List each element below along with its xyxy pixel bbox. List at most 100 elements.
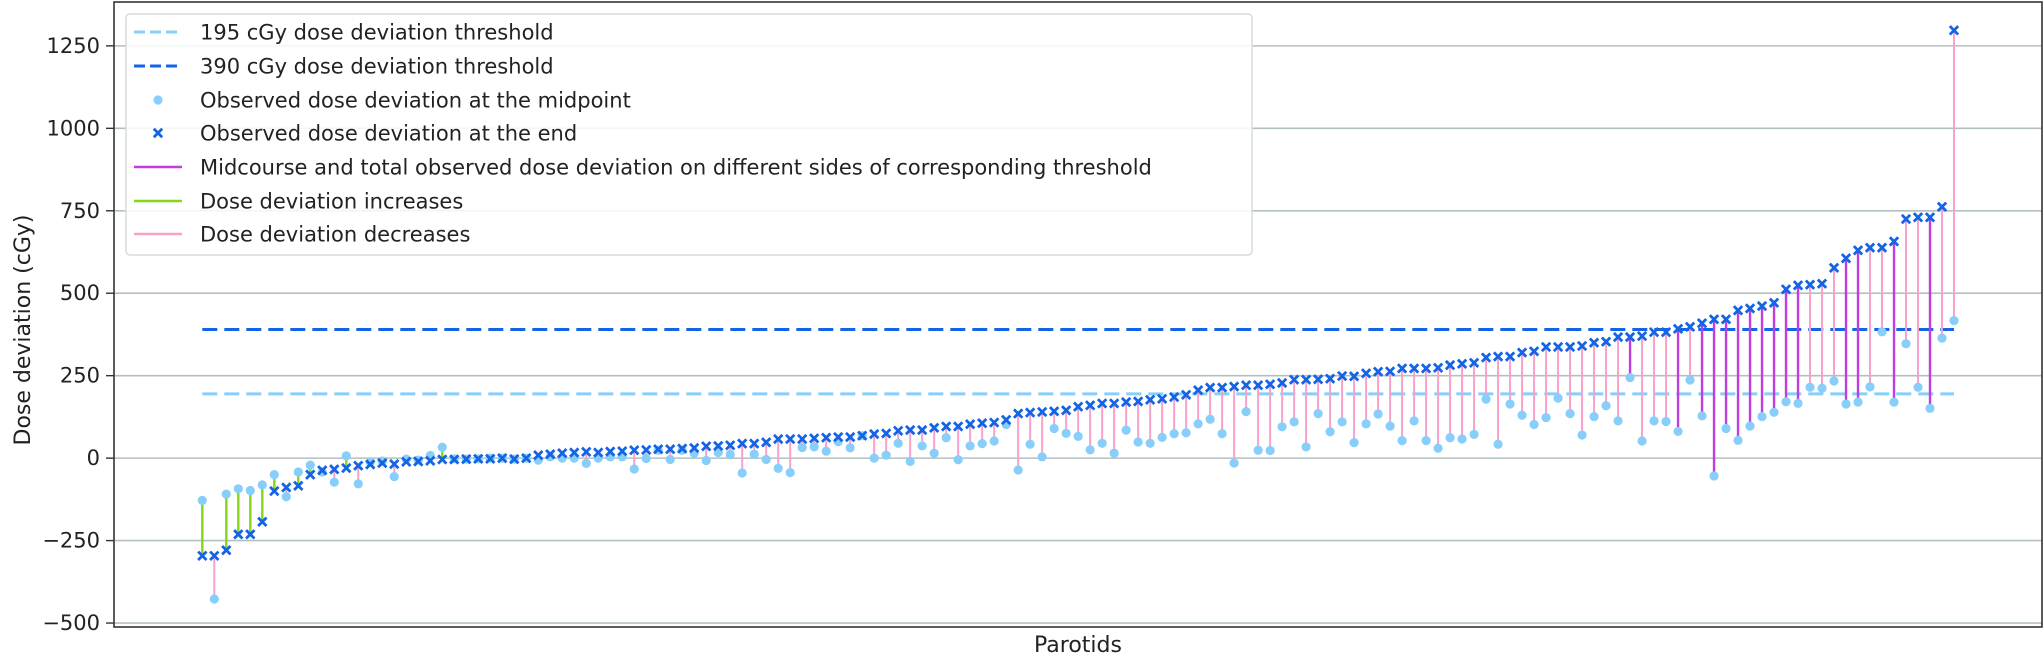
legend-handle-end: [152, 127, 164, 139]
midpoint-marker: [1361, 419, 1371, 429]
midpoint-marker: [1469, 429, 1479, 439]
midpoint-marker: [1913, 382, 1923, 392]
midpoint-marker: [1949, 316, 1959, 326]
end-marker: [1228, 381, 1240, 392]
midpoint-marker: [1769, 407, 1779, 417]
midpoint-marker: [1169, 429, 1179, 439]
y-tick-label: 0: [87, 446, 100, 470]
midpoint-marker: [905, 456, 915, 467]
end-marker: [221, 544, 232, 556]
midpoint-marker: [1781, 397, 1791, 407]
end-marker: [197, 550, 208, 561]
deviation-stems: [201, 30, 1955, 599]
end-marker: [305, 469, 316, 480]
end-marker: [329, 464, 340, 475]
end-marker: [1300, 374, 1312, 385]
end-marker: [401, 456, 412, 467]
midpoint-marker: [713, 447, 723, 458]
midpoint-marker: [1625, 373, 1635, 383]
midpoint-marker: [1553, 393, 1563, 403]
midpoint-marker: [749, 449, 759, 459]
y-tick-label: 750: [60, 199, 100, 223]
end-marker: [377, 457, 388, 469]
midpoint-marker: [389, 472, 399, 482]
end-marker: [1504, 351, 1516, 362]
end-marker: [1672, 323, 1684, 335]
midpoint-marker: [1421, 436, 1431, 446]
midpoint-marker: [1541, 412, 1551, 423]
end-marker: [1120, 396, 1132, 408]
end-marker: [713, 440, 724, 452]
midpoint-marker: [977, 439, 987, 449]
end-marker: [521, 452, 532, 464]
midpoint-marker: [1841, 399, 1851, 409]
midpoint-marker: [773, 463, 783, 473]
midpoint-marker: [1901, 339, 1911, 349]
end-marker: [1108, 398, 1120, 409]
midpoint-marker: [1061, 428, 1071, 438]
end-marker: [1888, 236, 1900, 247]
midpoint-marker: [929, 448, 939, 458]
midpoint-marker: [881, 450, 891, 460]
end-marker: [209, 550, 220, 561]
end-marker: [1516, 347, 1528, 358]
midpoint-marker: [1337, 417, 1347, 427]
end-markers: [197, 25, 1960, 561]
end-marker: [1876, 242, 1888, 253]
end-marker: [461, 453, 472, 465]
midpoint-marker: [269, 470, 279, 480]
midpoint-marker: [1517, 410, 1527, 420]
end-marker: [1372, 366, 1384, 377]
midpoint-marker: [965, 441, 975, 451]
end-marker: [341, 462, 352, 474]
end-marker: [1072, 401, 1084, 412]
legend-label: Observed dose deviation at the end: [200, 122, 577, 146]
end-marker: [1168, 391, 1180, 403]
end-marker: [1576, 340, 1588, 352]
midpoint-marker: [581, 458, 591, 469]
y-tick-label: −500: [42, 611, 100, 635]
end-marker: [1156, 393, 1168, 404]
end-marker: [988, 417, 1000, 428]
midpoint-marker: [641, 453, 651, 464]
midpoint-marker: [1649, 416, 1659, 426]
y-tick-label: 250: [60, 364, 100, 388]
end-marker: [1528, 346, 1540, 357]
end-marker: [952, 421, 964, 432]
end-marker: [1588, 337, 1600, 348]
midpoint-marker: [1925, 403, 1935, 413]
end-marker: [593, 447, 604, 458]
end-marker: [1240, 380, 1252, 391]
legend: 195 cGy dose deviation threshold 390 cGy …: [125, 13, 1253, 256]
end-marker: [1636, 330, 1648, 342]
midpoint-marker: [1025, 439, 1035, 449]
midpoint-marker: [1889, 397, 1899, 407]
midpoint-marker: [1097, 438, 1107, 448]
end-marker: [1384, 366, 1396, 377]
end-marker: [1360, 368, 1372, 379]
midpoint-marker: [1301, 442, 1311, 452]
midpoint-marker: [1853, 397, 1863, 407]
end-marker: [1804, 279, 1816, 290]
midpoint-marker: [1433, 443, 1443, 453]
y-axis-label: Dose deviation (cGy): [11, 215, 36, 446]
midpoint-marker: [701, 455, 711, 466]
end-marker: [1600, 336, 1612, 347]
end-marker: [1756, 300, 1768, 312]
midpoint-marker: [1013, 465, 1023, 475]
midpoint-marker: [1241, 407, 1251, 417]
midpoint-marker: [281, 492, 291, 502]
midpoint-marker: [1529, 419, 1539, 430]
end-marker: [533, 449, 544, 461]
legend-label: Dose deviation increases: [200, 190, 463, 214]
midpoint-marker: [341, 451, 351, 461]
end-marker: [1036, 406, 1048, 418]
midpoint-marker: [1505, 399, 1515, 409]
midpoint-marker: [1349, 438, 1359, 448]
midpoint-marker: [1745, 421, 1755, 431]
end-marker: [425, 455, 436, 466]
midpoint-marker: [1457, 434, 1467, 444]
end-marker: [1624, 331, 1636, 343]
midpoint-markers: [197, 316, 1959, 604]
end-marker: [1276, 377, 1288, 389]
